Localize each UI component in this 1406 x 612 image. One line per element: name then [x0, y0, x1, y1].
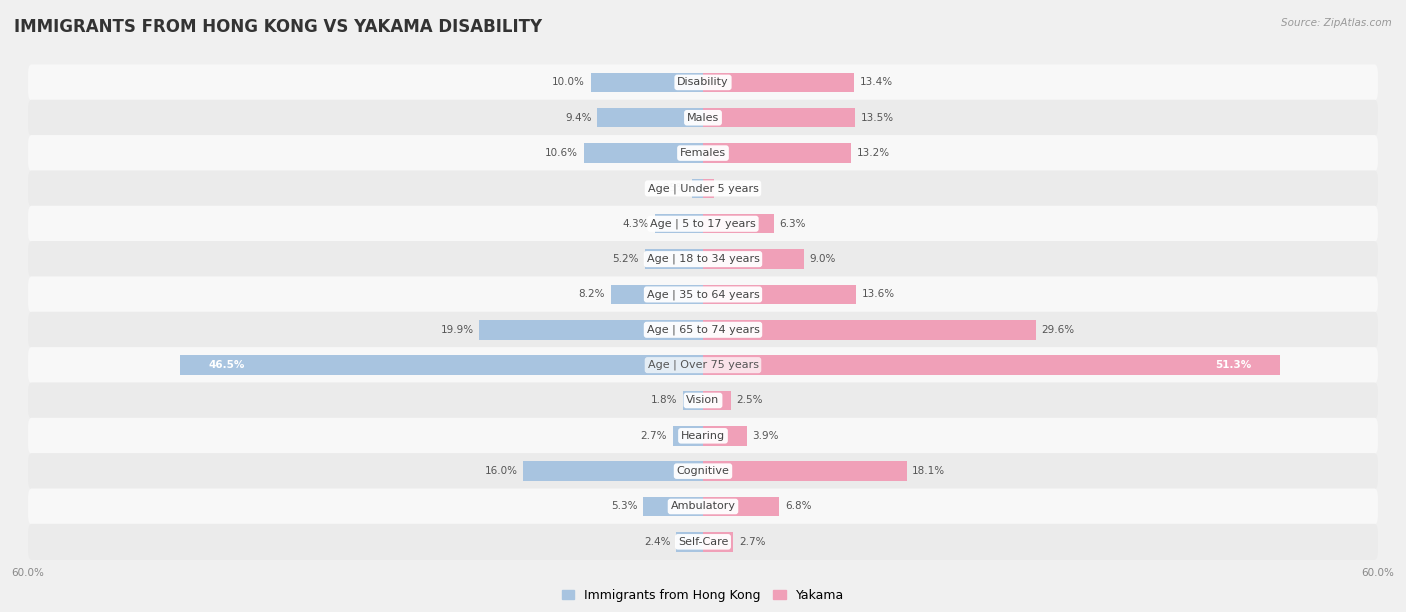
Bar	[598, 108, 703, 127]
FancyBboxPatch shape	[28, 100, 1378, 136]
Text: 18.1%: 18.1%	[912, 466, 945, 476]
Bar	[703, 249, 804, 269]
Bar	[703, 285, 856, 304]
FancyBboxPatch shape	[28, 312, 1378, 348]
Text: 2.7%: 2.7%	[641, 431, 666, 441]
Text: 4.3%: 4.3%	[623, 218, 650, 229]
Text: 5.2%: 5.2%	[613, 254, 638, 264]
Bar	[683, 390, 703, 410]
Text: 3.9%: 3.9%	[752, 431, 779, 441]
FancyBboxPatch shape	[28, 135, 1378, 171]
Bar	[703, 73, 853, 92]
Bar	[610, 285, 703, 304]
Text: Source: ZipAtlas.com: Source: ZipAtlas.com	[1281, 18, 1392, 28]
FancyBboxPatch shape	[28, 453, 1378, 489]
Text: 5.3%: 5.3%	[612, 501, 638, 512]
Bar	[676, 532, 703, 551]
FancyBboxPatch shape	[28, 382, 1378, 419]
Text: Vision: Vision	[686, 395, 720, 406]
Text: 9.4%: 9.4%	[565, 113, 592, 123]
Bar	[703, 356, 1279, 375]
FancyBboxPatch shape	[28, 418, 1378, 454]
Legend: Immigrants from Hong Kong, Yakama: Immigrants from Hong Kong, Yakama	[557, 584, 849, 607]
Bar	[644, 249, 703, 269]
Bar	[703, 214, 773, 234]
Bar	[703, 143, 852, 163]
Text: 2.4%: 2.4%	[644, 537, 671, 547]
Text: 13.6%: 13.6%	[862, 289, 894, 299]
Text: 13.4%: 13.4%	[859, 77, 893, 88]
Text: Cognitive: Cognitive	[676, 466, 730, 476]
Bar	[672, 426, 703, 446]
FancyBboxPatch shape	[28, 241, 1378, 277]
Text: 6.8%: 6.8%	[785, 501, 811, 512]
Text: Age | 35 to 64 years: Age | 35 to 64 years	[647, 289, 759, 300]
Text: Ambulatory: Ambulatory	[671, 501, 735, 512]
Text: 1.8%: 1.8%	[651, 395, 678, 406]
Text: 10.0%: 10.0%	[553, 77, 585, 88]
FancyBboxPatch shape	[28, 206, 1378, 242]
Text: 19.9%: 19.9%	[440, 325, 474, 335]
Bar	[703, 320, 1036, 340]
Text: Females: Females	[681, 148, 725, 158]
Text: 13.5%: 13.5%	[860, 113, 894, 123]
Text: 9.0%: 9.0%	[810, 254, 837, 264]
FancyBboxPatch shape	[28, 277, 1378, 313]
FancyBboxPatch shape	[28, 170, 1378, 206]
Bar	[703, 532, 734, 551]
Text: IMMIGRANTS FROM HONG KONG VS YAKAMA DISABILITY: IMMIGRANTS FROM HONG KONG VS YAKAMA DISA…	[14, 18, 543, 36]
FancyBboxPatch shape	[28, 488, 1378, 524]
Bar	[644, 497, 703, 516]
Text: Age | 18 to 34 years: Age | 18 to 34 years	[647, 254, 759, 264]
Text: 6.3%: 6.3%	[779, 218, 806, 229]
Text: Hearing: Hearing	[681, 431, 725, 441]
FancyBboxPatch shape	[28, 524, 1378, 560]
Bar	[703, 390, 731, 410]
FancyBboxPatch shape	[28, 64, 1378, 100]
Bar	[703, 497, 779, 516]
Text: 0.95%: 0.95%	[654, 184, 686, 193]
Text: 10.6%: 10.6%	[546, 148, 578, 158]
Bar	[692, 179, 703, 198]
Text: 1.0%: 1.0%	[720, 184, 747, 193]
Bar	[479, 320, 703, 340]
Text: 8.2%: 8.2%	[579, 289, 605, 299]
Bar	[655, 214, 703, 234]
Bar	[180, 356, 703, 375]
Bar	[703, 108, 855, 127]
Text: 2.7%: 2.7%	[740, 537, 765, 547]
Text: 13.2%: 13.2%	[858, 148, 890, 158]
Bar	[583, 143, 703, 163]
Text: Age | Over 75 years: Age | Over 75 years	[648, 360, 758, 370]
Text: 2.5%: 2.5%	[737, 395, 763, 406]
Text: 16.0%: 16.0%	[485, 466, 517, 476]
FancyBboxPatch shape	[28, 347, 1378, 383]
Text: Age | Under 5 years: Age | Under 5 years	[648, 183, 758, 193]
Bar	[523, 461, 703, 481]
Text: 29.6%: 29.6%	[1042, 325, 1074, 335]
Text: Age | 65 to 74 years: Age | 65 to 74 years	[647, 324, 759, 335]
Text: Age | 5 to 17 years: Age | 5 to 17 years	[650, 218, 756, 229]
Bar	[703, 461, 907, 481]
Bar	[703, 179, 714, 198]
Text: 51.3%: 51.3%	[1216, 360, 1251, 370]
Text: Self-Care: Self-Care	[678, 537, 728, 547]
Bar	[591, 73, 703, 92]
Text: Males: Males	[688, 113, 718, 123]
Bar	[703, 426, 747, 446]
Text: 46.5%: 46.5%	[208, 360, 245, 370]
Text: Disability: Disability	[678, 77, 728, 88]
